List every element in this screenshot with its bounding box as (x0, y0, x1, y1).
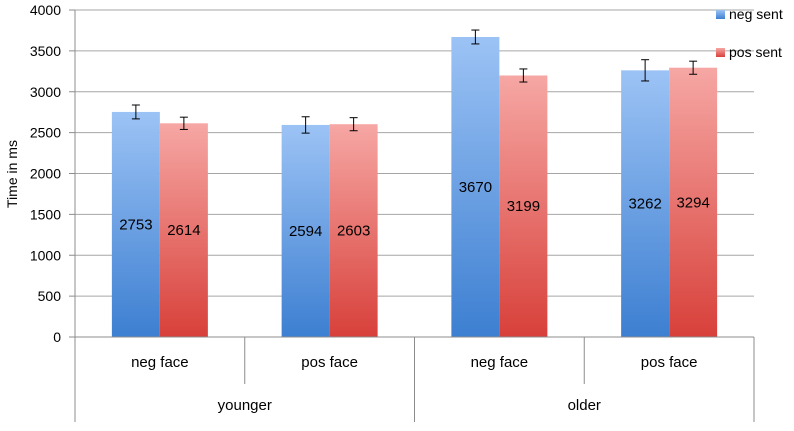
x-axis: neg face pos face neg face pos face younger o… (74, 336, 755, 422)
y-axis-label: Time in ms (4, 140, 20, 208)
y-tick-label: 4000 (30, 2, 61, 18)
legend: neg sent pos sent (716, 6, 783, 60)
bar-neg-sent-3 (621, 70, 670, 338)
y-tick-label: 3000 (30, 84, 61, 100)
data-labels: 2753 2614 2594 2603 3670 3199 3262 3294 (119, 179, 710, 240)
bar-pos-sent-2 (499, 75, 548, 337)
x-category-label: neg face (131, 354, 189, 371)
x-group-label: older (568, 397, 601, 414)
bars (111, 36, 718, 338)
bar-neg-sent-2 (451, 36, 500, 337)
x-category-label: pos face (641, 354, 698, 371)
y-tick-label: 1500 (30, 206, 61, 222)
error-bar (131, 104, 140, 120)
bar-neg-sent-0 (111, 111, 160, 337)
x-category-label: pos face (301, 354, 358, 371)
error-bar (519, 68, 528, 83)
data-label: 3294 (676, 194, 709, 211)
legend-label: neg sent (729, 6, 783, 22)
legend-swatch (716, 10, 725, 19)
legend-swatch (716, 48, 725, 57)
data-label: 2614 (167, 222, 200, 239)
y-axis-ticks: 0 500 1000 1500 2000 2500 3000 3500 4000 (30, 2, 76, 345)
x-category-label: neg face (471, 354, 529, 371)
data-label: 3262 (628, 196, 661, 213)
y-tick-label: 2500 (30, 125, 61, 141)
y-tick-label: 1000 (30, 247, 61, 263)
error-bar (689, 60, 698, 75)
legend-label: pos sent (729, 44, 782, 60)
data-label: 3199 (507, 198, 540, 215)
data-label: 2753 (119, 216, 152, 233)
y-tick-label: 500 (38, 288, 62, 304)
data-label: 3670 (459, 179, 492, 196)
bar-pos-sent-3 (669, 67, 718, 337)
error-bar (349, 117, 358, 132)
data-label: 2594 (289, 223, 322, 240)
bar-pos-sent-0 (159, 123, 208, 337)
bar-pos-sent-1 (329, 124, 378, 338)
y-tick-label: 0 (53, 329, 61, 345)
error-bar (301, 116, 310, 134)
error-bar (179, 116, 188, 130)
y-tick-label: 2000 (30, 166, 61, 182)
error-bars (131, 29, 698, 134)
error-bar (641, 59, 650, 82)
y-tick-label: 3500 (30, 43, 61, 59)
error-bar (471, 29, 480, 45)
data-label: 2603 (337, 223, 370, 240)
x-group-label: younger (218, 397, 272, 414)
bar-neg-sent-1 (281, 124, 330, 338)
